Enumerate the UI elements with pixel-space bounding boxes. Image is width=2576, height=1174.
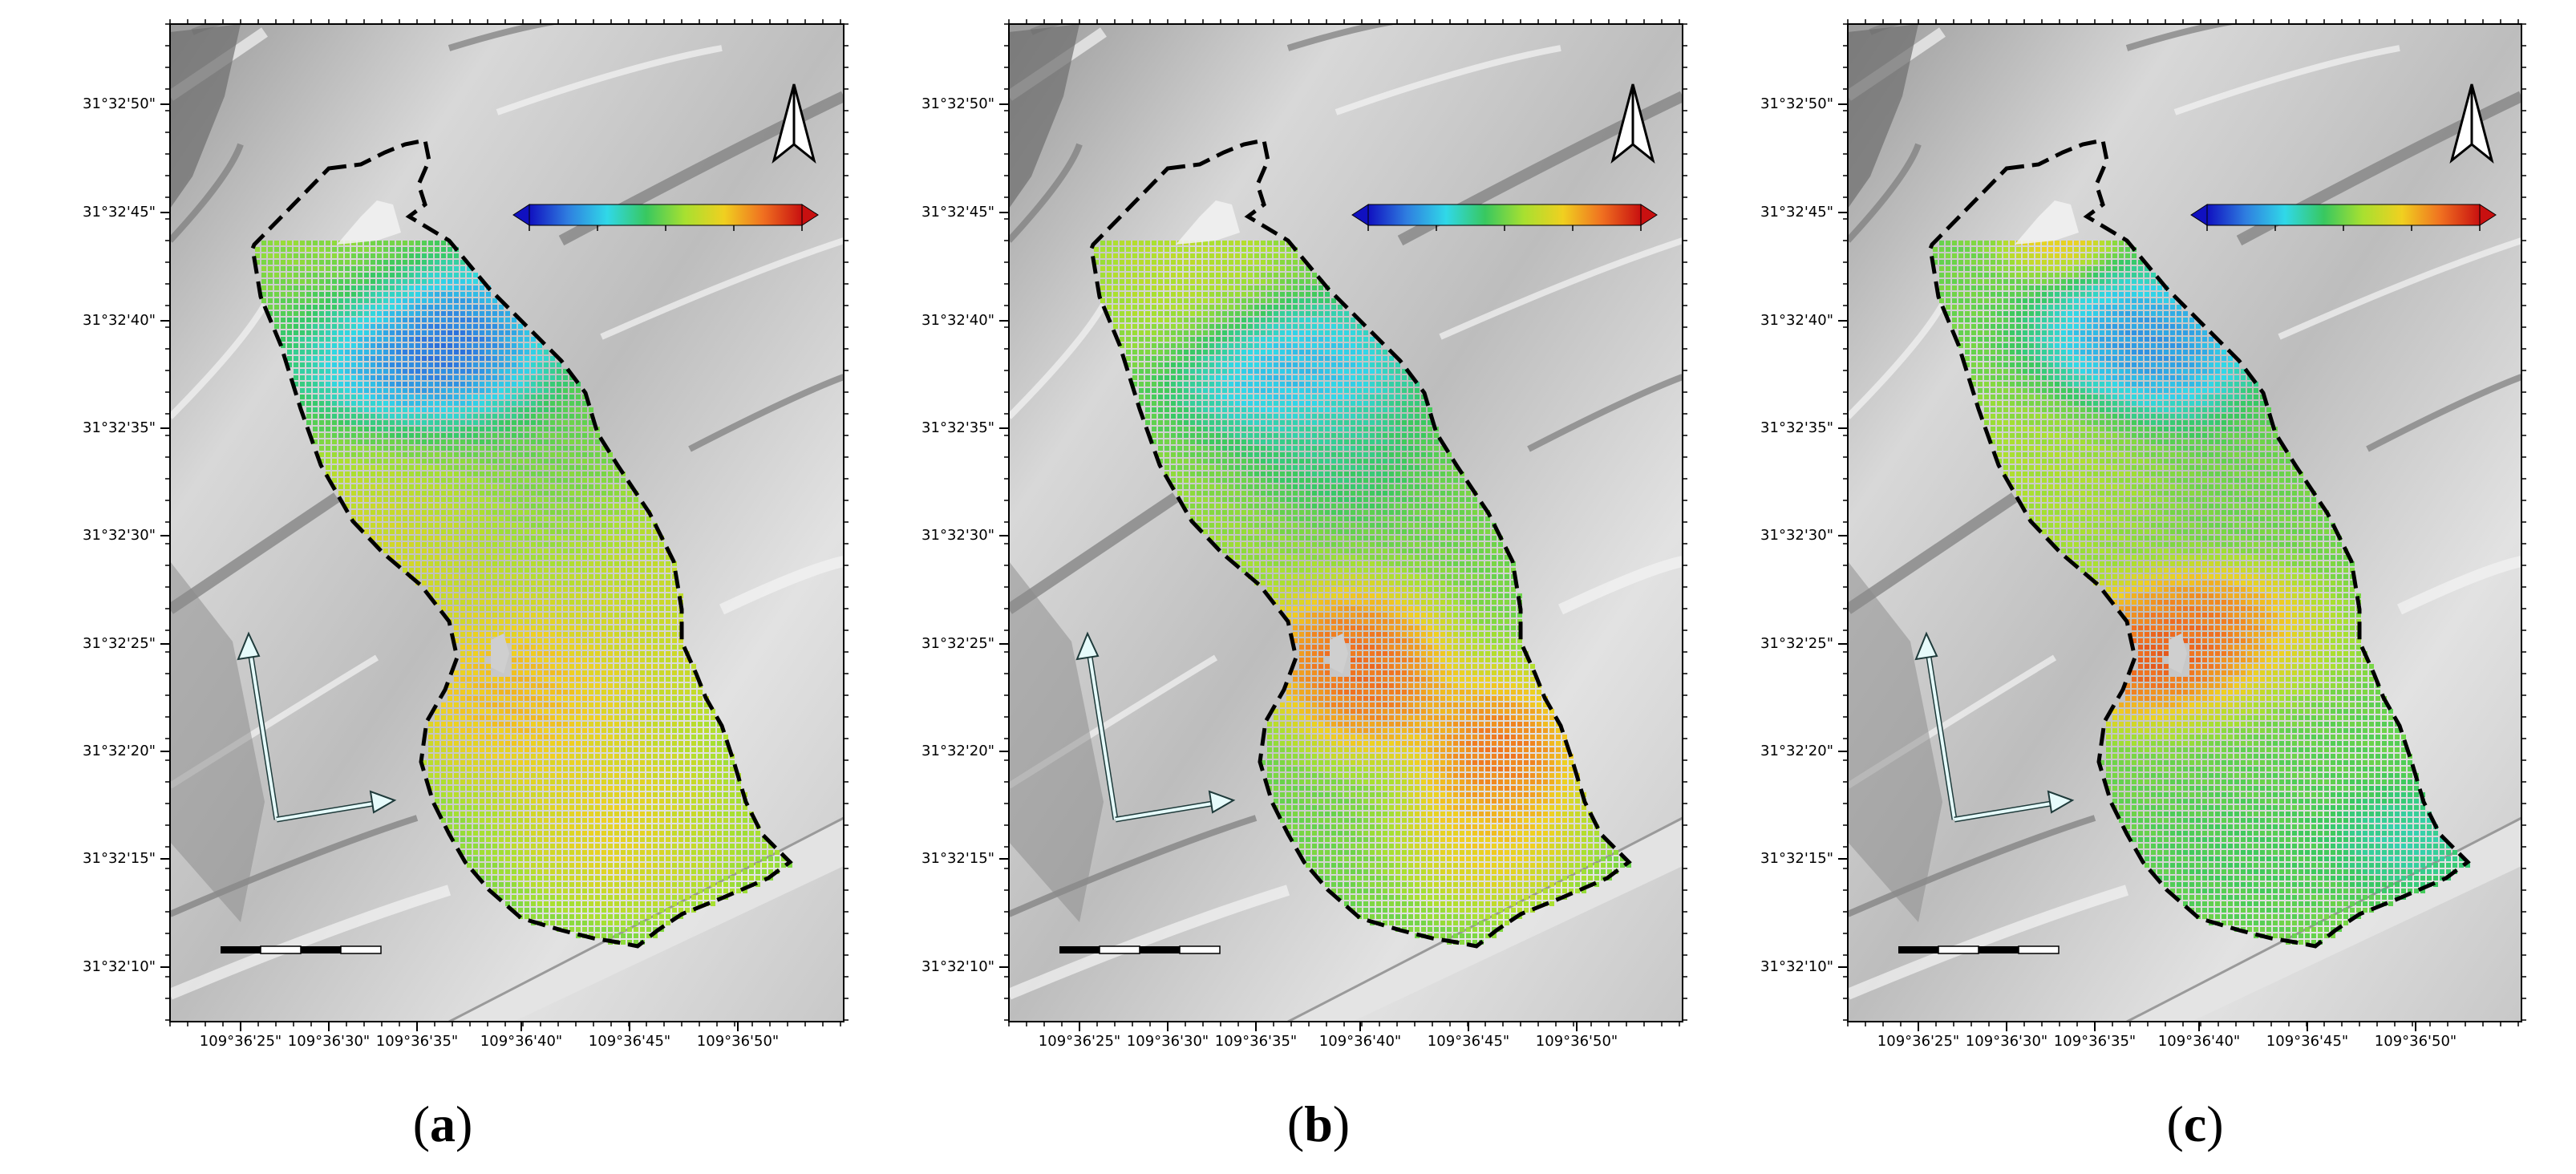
latitude-label: 31°32'45" (83, 204, 156, 221)
latitude-label: 31°32'10" (83, 958, 156, 975)
scale-bar (221, 945, 382, 954)
panel-letter: (a) (412, 1095, 473, 1152)
longitude-label: 109°36'40" (480, 1033, 563, 1050)
map-canvas (999, 19, 1687, 1031)
longitude-label: 109°36'25" (199, 1033, 282, 1050)
longitude-label: 109°36'30" (1126, 1033, 1209, 1050)
longitude-label: 109°36'30" (1965, 1033, 2048, 1050)
longitude-label: 109°36'50" (2374, 1033, 2457, 1050)
deformation-points (1933, 241, 2470, 945)
line-of-sight-arrow-icon (1954, 790, 2075, 823)
latitude-label: 31°32'50" (1760, 95, 1833, 112)
deformation-points (1094, 241, 1631, 945)
longitude-label: 109°36'50" (696, 1033, 780, 1050)
latitude-label: 31°32'20" (83, 743, 156, 759)
latitude-label: 31°32'15" (921, 850, 994, 867)
latitude-label: 31°32'30" (921, 527, 994, 544)
landslide-boundary (1928, 138, 2471, 949)
panel-letter-text: a (430, 1095, 456, 1152)
latitude-label: 31°32'20" (921, 743, 994, 759)
latitude-label: 31°32'40" (83, 312, 156, 329)
line-of-sight-arrow-icon (1115, 790, 1236, 823)
latitude-label: 31°32'35" (1760, 419, 1833, 436)
map-canvas (160, 19, 849, 1031)
longitude-label: 109°36'45" (2266, 1033, 2349, 1050)
longitude-label: 109°36'25" (1877, 1033, 1960, 1050)
no-data-area (2015, 200, 2187, 674)
landslide-boundary (250, 138, 793, 949)
colorbar (512, 204, 819, 231)
longitude-label: 109°36'40" (1318, 1033, 1402, 1050)
latitude-label: 31°32'30" (83, 527, 156, 544)
longitude-label: 109°36'35" (1214, 1033, 1298, 1050)
scale-bar (1898, 945, 2060, 954)
latitude-label: 31°32'40" (921, 312, 994, 329)
north-arrow-icon (1610, 83, 1655, 164)
map-frame (999, 19, 1687, 1031)
map-canvas (1838, 19, 2526, 1031)
panel-letter: (c) (2166, 1095, 2224, 1152)
latitude-label: 31°32'20" (1760, 743, 1833, 759)
longitude-label: 109°36'40" (2157, 1033, 2241, 1050)
longitude-label: 109°36'25" (1038, 1033, 1121, 1050)
north-arrow-icon (772, 83, 816, 164)
latitude-label: 31°32'40" (1760, 312, 1833, 329)
map-panel-b: 31°32'50" 31°32'45" 31°32'40" 31°32'35" 31°3… (839, 0, 1689, 1174)
flight-direction-arrow-icon (1075, 631, 1119, 820)
flight-direction-arrow-icon (237, 631, 280, 820)
longitude-label: 109°36'35" (375, 1033, 459, 1050)
latitude-label: 31°32'50" (921, 95, 994, 112)
latitude-label: 31°32'50" (83, 95, 156, 112)
landslide-boundary (1089, 138, 1632, 949)
longitude-label: 109°36'45" (588, 1033, 671, 1050)
flight-direction-arrow-icon (1914, 631, 1958, 820)
map-panel-c: 31°32'50" 31°32'45" 31°32'40" 31°32'35" 31°3… (1678, 0, 2528, 1174)
no-data-area (1176, 200, 1348, 674)
latitude-label: 31°32'30" (1760, 527, 1833, 544)
longitude-label: 109°36'35" (2053, 1033, 2137, 1050)
panel-letter: (b) (1286, 1095, 1351, 1152)
line-of-sight-arrow-icon (276, 790, 397, 823)
panel-letter-text: c (2183, 1095, 2207, 1152)
latitude-label: 31°32'10" (921, 958, 994, 975)
longitude-label: 109°36'45" (1427, 1033, 1510, 1050)
scale-bar (1059, 945, 1221, 954)
colorbar (2190, 204, 2497, 231)
longitude-label: 109°36'30" (287, 1033, 371, 1050)
map-frame (160, 19, 849, 1031)
map-frame (1838, 19, 2526, 1031)
latitude-label: 31°32'45" (921, 204, 994, 221)
latitude-label: 31°32'15" (83, 850, 156, 867)
latitude-label: 31°32'25" (921, 635, 994, 652)
latitude-label: 31°32'45" (1760, 204, 1833, 221)
panel-letter-text: b (1304, 1095, 1333, 1152)
latitude-label: 31°32'10" (1760, 958, 1833, 975)
latitude-label: 31°32'35" (83, 419, 156, 436)
colorbar (1351, 204, 1658, 231)
latitude-label: 31°32'25" (1760, 635, 1833, 652)
deformation-points (255, 241, 792, 945)
longitude-label: 109°36'50" (1535, 1033, 1618, 1050)
no-data-area (337, 200, 509, 674)
latitude-label: 31°32'35" (921, 419, 994, 436)
latitude-label: 31°32'15" (1760, 850, 1833, 867)
north-arrow-icon (2449, 83, 2494, 164)
map-panel-a: 31°32'50" 31°32'45" 31°32'40" 31°32'35" 31°3… (0, 0, 850, 1174)
latitude-label: 31°32'25" (83, 635, 156, 652)
